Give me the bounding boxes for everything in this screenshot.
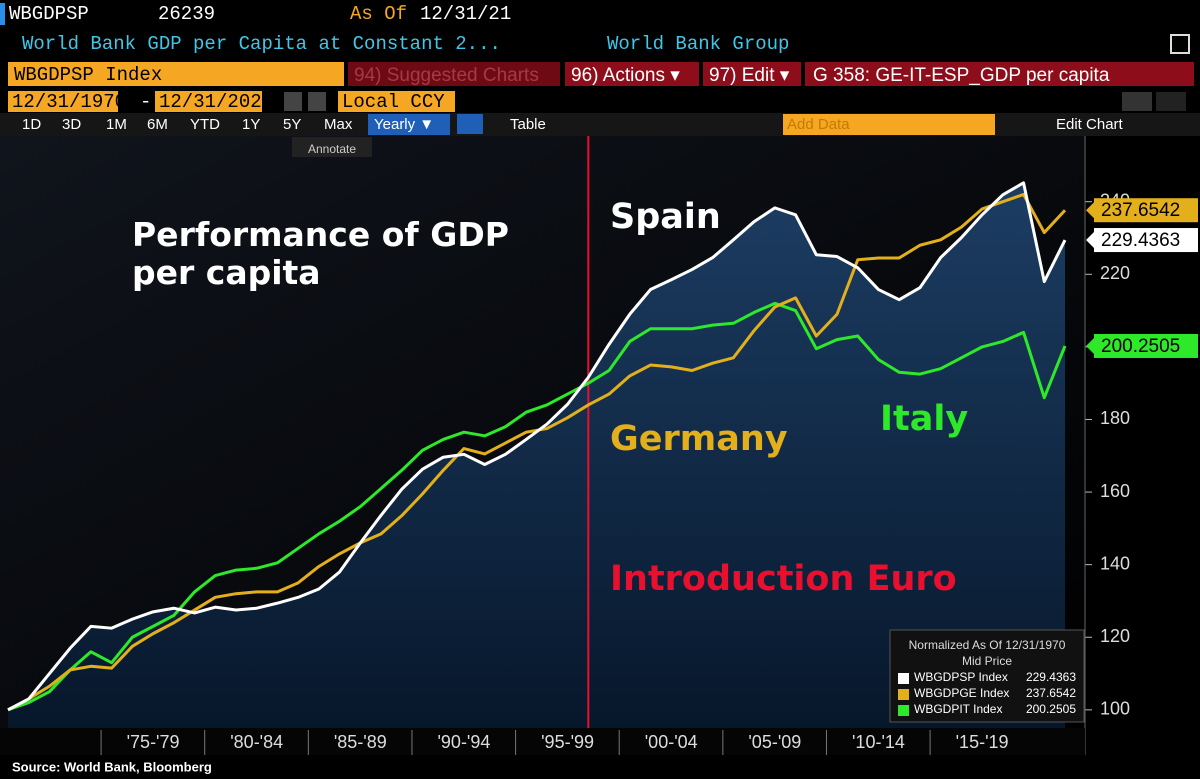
annotation: Introduction Euro [610,559,957,599]
legend-subtitle: Mid Price [962,654,1012,668]
legend-value: 200.2505 [1026,702,1076,716]
publisher: World Bank Group [607,33,790,55]
annotation: Italy [880,399,968,439]
annotate-button[interactable]: Annotate [292,137,372,157]
last-value-tag [1094,198,1198,223]
currency[interactable]: Local CCY [338,91,455,112]
y-tick-label: 140 [1100,553,1130,573]
chart-name[interactable]: G 358: GE-IT-ESP_GDP per capita [805,62,1194,86]
y-tick-label: 100 [1100,699,1130,719]
x-tick-label: '85-'89 [334,732,387,752]
tag-arrow [1086,232,1094,249]
as-of-label: As Of [350,3,408,25]
range-button[interactable]: 6M [147,116,168,133]
tag-arrow [1086,337,1094,354]
prev-button[interactable] [284,92,302,111]
x-axis-band [0,728,1085,755]
last-value-tag [1094,333,1198,358]
end-date[interactable]: 12/31/2021 [155,91,273,112]
y-tick-label: 220 [1100,263,1130,283]
x-tick-label: '90-'94 [437,732,490,752]
range-button[interactable]: Max [324,116,353,133]
last-value-label: 229.4363 [1101,230,1180,251]
legend-entry: WBGDPIT Index [914,702,1002,716]
legend-title: Normalized As Of 12/31/1970 [909,638,1066,652]
edit-chart[interactable]: Edit Chart [1056,116,1123,133]
edit-button[interactable]: 97) Edit ▾ [703,62,801,86]
range-button[interactable]: YTD [190,116,220,133]
range-button[interactable]: 5Y [283,116,302,133]
x-tick-label: '80-'84 [230,732,283,752]
x-tick-label: '95-'99 [541,732,594,752]
chart-type-button[interactable] [457,114,483,134]
legend-value: 237.6542 [1026,686,1076,700]
last-value: 26239 [158,3,216,25]
ticker: WBGDPSP [9,3,89,25]
legend-box [889,629,1085,723]
security-field[interactable]: WBGDPSP Index [8,62,344,86]
add-data[interactable]: Add Data [783,114,995,135]
title-box: Performance of GDP per capita [132,216,509,292]
range-button[interactable]: 3D [62,116,82,133]
popout-icon[interactable] [1170,34,1190,54]
legend-entry: WBGDPGE Index [914,686,1009,700]
actions-button[interactable]: 96) Actions ▾ [565,62,699,86]
y-tick-label: 180 [1100,408,1130,428]
legend-swatch [898,673,909,684]
x-tick-label: '75-'79 [127,732,180,752]
x-tick-label: '10-'14 [852,732,905,752]
legend-swatch [898,689,909,700]
table-button[interactable]: Table [510,116,546,133]
as-of-date: 12/31/21 [420,3,512,25]
last-value-label: 237.6542 [1101,200,1180,221]
range-button[interactable]: 1M [106,116,127,133]
start-date[interactable]: 12/31/1970 [8,91,126,112]
tag-arrow [1086,202,1094,219]
range-bar [0,113,1200,136]
legend-swatch [898,705,909,716]
suggested-button[interactable]: 94) Suggested Charts [348,62,560,86]
y-tick-label: 120 [1100,626,1130,646]
last-value-tag [1094,228,1198,253]
source: Source: World Bank, Bloomberg [12,759,212,774]
next-button[interactable] [308,92,326,111]
redo-button[interactable] [1156,92,1186,111]
description: World Bank GDP per Capita at Constant 2.… [22,33,501,55]
last-value-label: 200.2505 [1101,336,1180,357]
range-button[interactable]: 1D [22,116,42,133]
legend-entry: WBGDPSP Index [914,670,1008,684]
x-tick-label: '15-'19 [956,732,1009,752]
x-tick-label: '00-'04 [645,732,698,752]
annotation: Spain [610,197,721,237]
periodicity[interactable]: Yearly ▼ [368,114,450,135]
chart-title: Performance of GDP per capita [132,216,509,292]
y-tick-label: 160 [1100,481,1130,501]
line [7,181,1067,712]
range-button[interactable]: 1Y [242,116,261,133]
date-dash: - [140,91,152,113]
line [7,301,1067,712]
marker [0,3,5,25]
undo-button[interactable] [1122,92,1152,111]
x-tick-label: '05-'09 [748,732,801,752]
legend-value: 229.4363 [1026,670,1076,684]
annotation: Germany [610,419,788,459]
